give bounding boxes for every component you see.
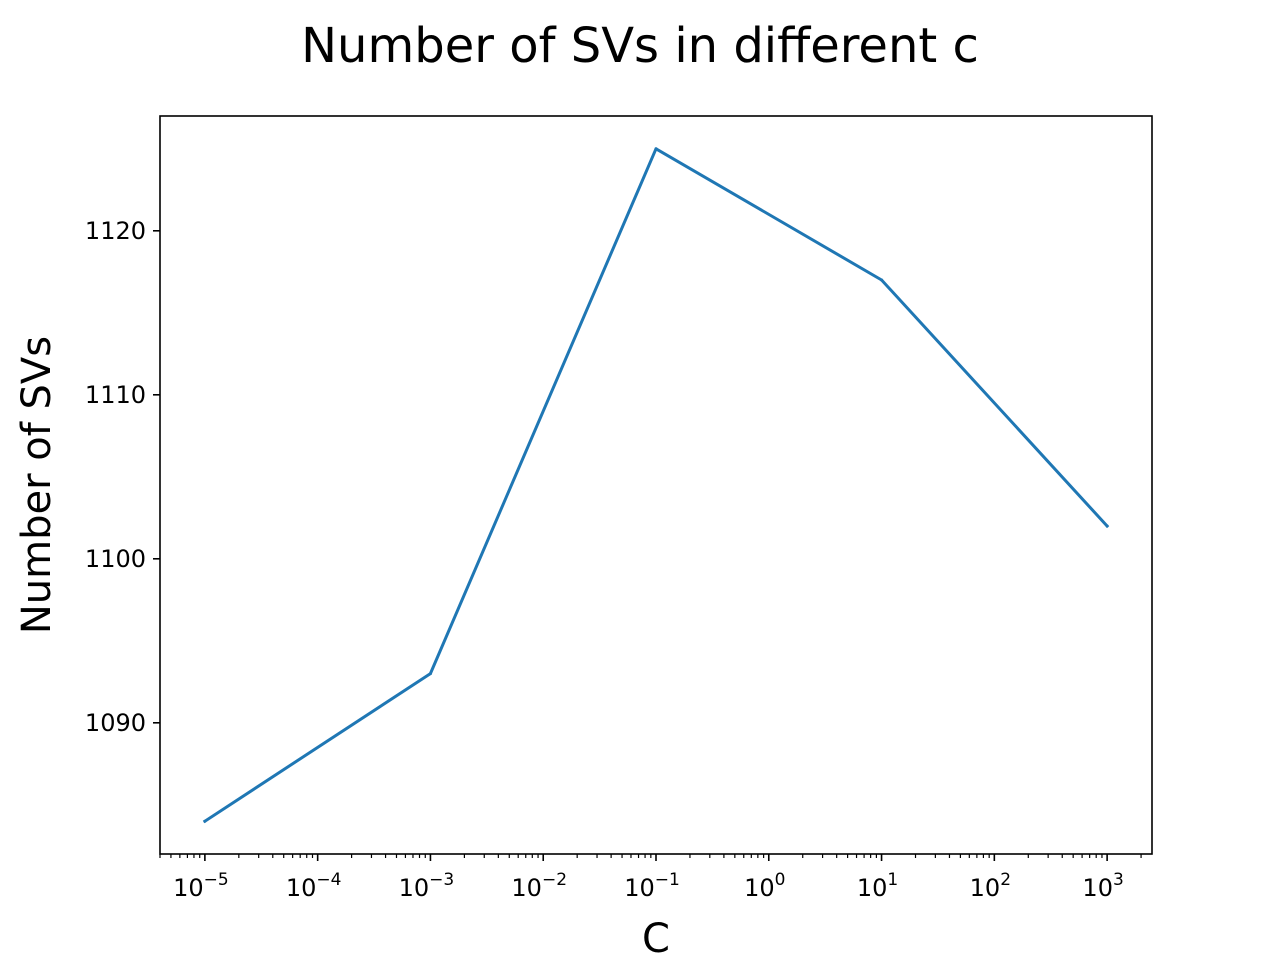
data-point (654, 147, 658, 151)
chart-title: Number of SVs in different c (301, 18, 979, 74)
plot-frame (159, 115, 1153, 855)
y-axis-label: Number of SVs (14, 336, 60, 634)
x-tick-label: 10−5 (173, 870, 229, 902)
series-line (202, 147, 1110, 824)
plot-area: 10−5 10−4 10−3 10−2 10−1 100 101 102 103 1090 1100… (85, 115, 1153, 902)
x-tick-label: 101 (857, 870, 898, 902)
x-tick-label: 103 (1082, 870, 1123, 902)
x-axis-label: C (642, 916, 670, 960)
y-tick-label: 1100 (85, 545, 146, 573)
x-tick-label: 102 (970, 870, 1011, 902)
data-point (880, 278, 884, 282)
x-tick-label: 100 (744, 870, 785, 902)
x-tick-label: 10−2 (511, 870, 567, 902)
x-tick-label: 10−1 (624, 870, 680, 902)
data-point (203, 819, 207, 823)
y-tick-label: 1090 (85, 709, 146, 737)
data-point (428, 672, 432, 676)
y-tick-label: 1120 (85, 217, 146, 245)
x-tick-label: 10−4 (286, 870, 342, 902)
y-tick-label: 1110 (85, 381, 146, 409)
data-point (1105, 524, 1109, 528)
x-tick-label: 10−3 (399, 870, 455, 902)
